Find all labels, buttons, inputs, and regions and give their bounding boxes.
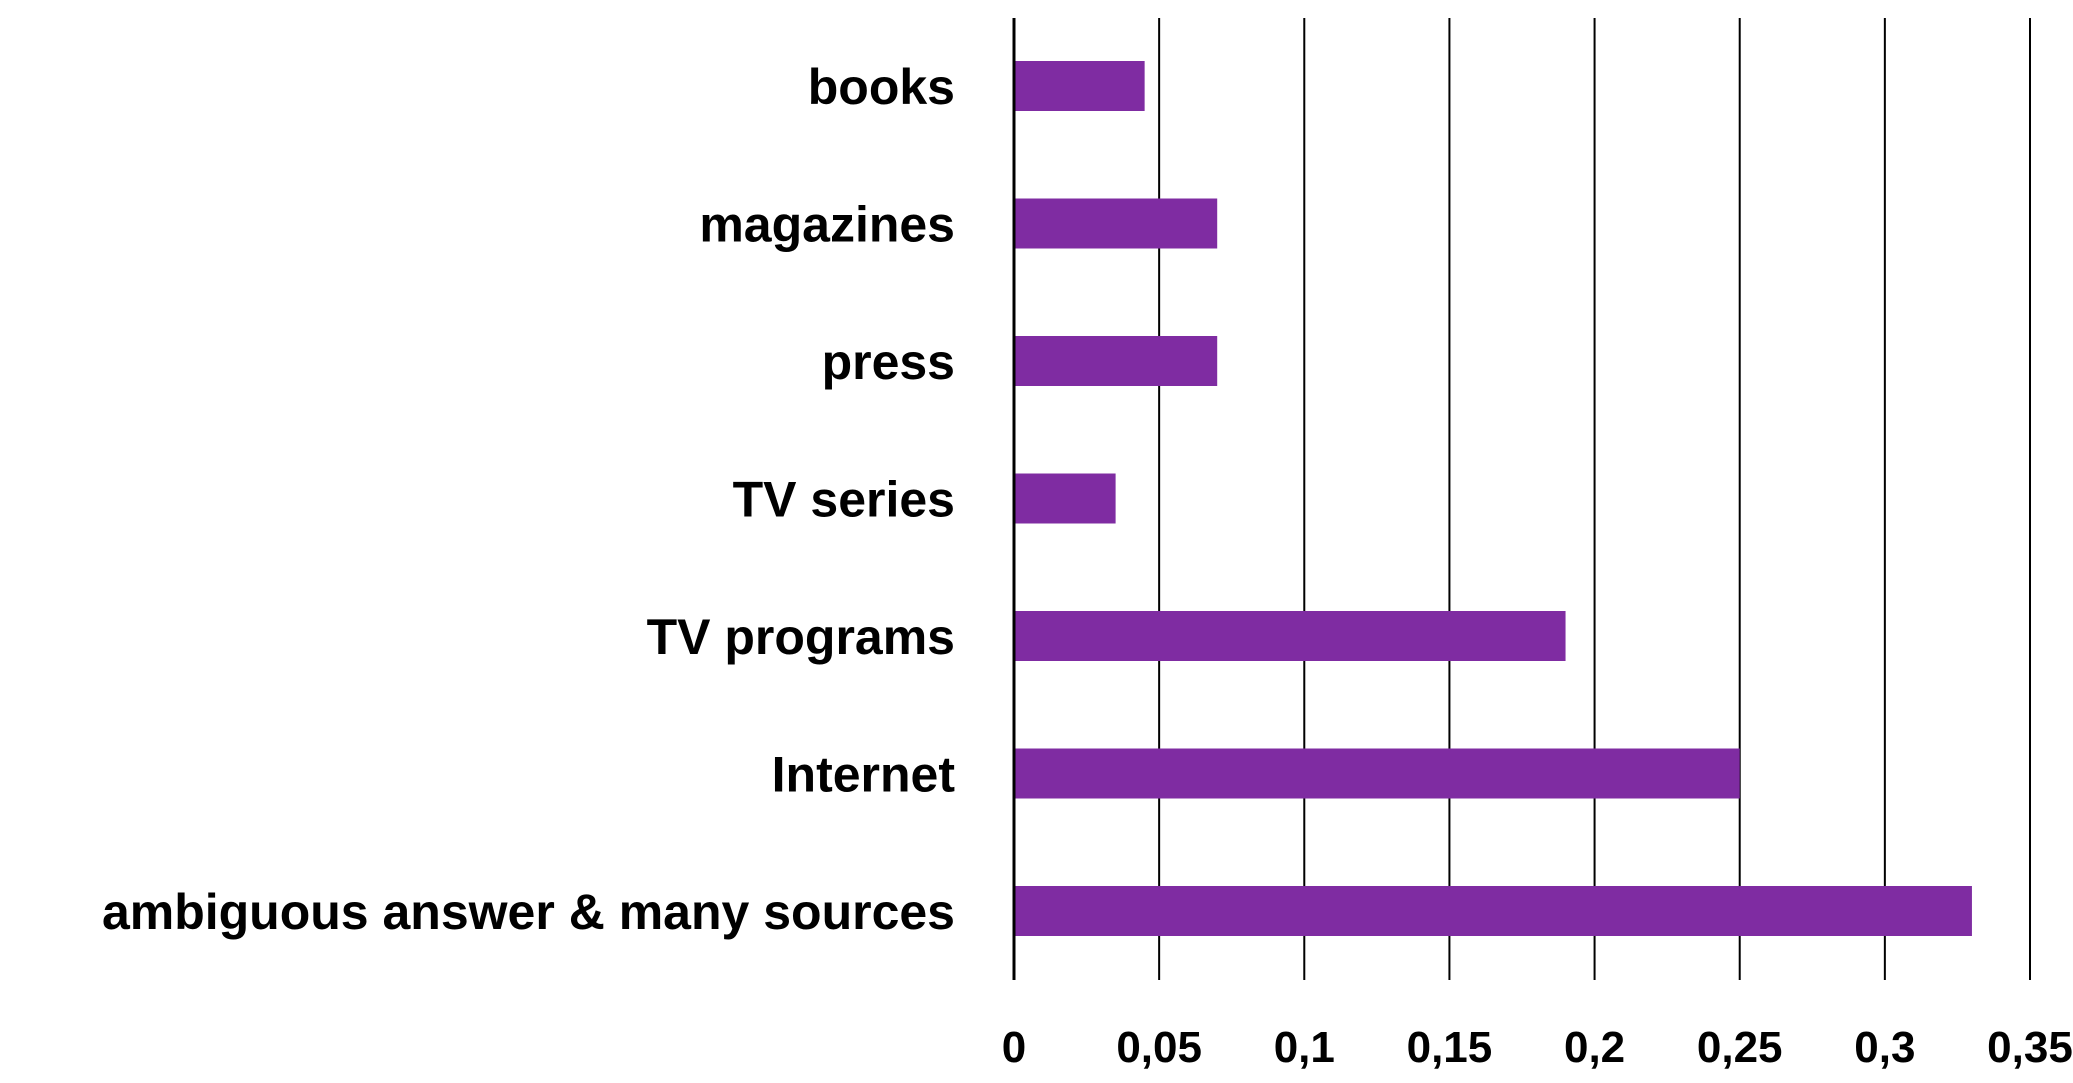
category-label: TV programs	[647, 609, 955, 665]
category-label: ambiguous answer & many sources	[102, 884, 955, 940]
x-tick-label: 0,2	[1564, 1023, 1625, 1072]
x-tick-label: 0,3	[1854, 1023, 1915, 1072]
x-tick-label: 0,1	[1274, 1023, 1335, 1072]
x-tick-label: 0	[1002, 1023, 1026, 1072]
gridlines	[1158, 18, 2031, 980]
bar	[1014, 336, 1218, 386]
bar	[1014, 886, 1972, 936]
bar	[1014, 198, 1218, 249]
category-label: books	[808, 59, 955, 115]
category-label: magazines	[699, 197, 955, 253]
category-label: press	[822, 334, 955, 390]
bars	[1014, 61, 1972, 936]
x-tick-label: 0,15	[1407, 1023, 1493, 1072]
bar	[1014, 473, 1116, 524]
x-tick-label: 0,35	[1987, 1023, 2073, 1072]
x-tick-labels: 0 0,05 0,1 0,15 0,2 0,25 0,3 0,35	[1002, 1023, 2073, 1072]
category-label: Internet	[772, 747, 956, 803]
bar	[1014, 611, 1566, 661]
category-labels: books magazines press TV series TV programs I…	[102, 59, 955, 940]
x-tick-label: 0,05	[1116, 1023, 1202, 1072]
category-label: TV series	[733, 472, 955, 528]
bar	[1014, 61, 1145, 111]
bar	[1014, 748, 1740, 799]
x-tick-label: 0,25	[1697, 1023, 1783, 1072]
